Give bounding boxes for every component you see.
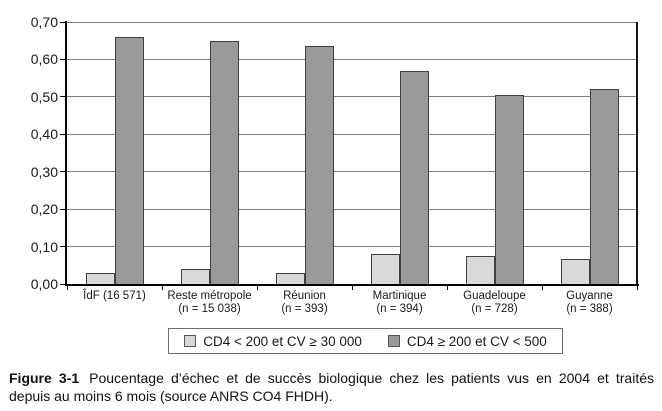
y-axis-tick [60, 246, 67, 248]
bar-light-1 [180, 269, 210, 284]
bar-dark-0 [114, 37, 144, 284]
figure-caption: Figure 3-1 Poucentage d’échec et de succè… [9, 369, 654, 405]
plot-right-border [636, 22, 638, 284]
legend-item-echec: CD4 < 200 et CV ≥ 30 000 [184, 334, 362, 349]
bar-dark-3 [399, 71, 429, 284]
x-axis-tick [162, 286, 163, 290]
legend-label-echec: CD4 < 200 et CV ≥ 30 000 [203, 333, 362, 349]
y-axis-label: 0,60 [30, 51, 58, 68]
y-axis-tick [60, 58, 67, 60]
bar-light-2 [275, 273, 305, 284]
legend-label-succes: CD4 ≥ 200 et CV < 500 [406, 333, 547, 349]
bar-dark-2 [304, 46, 334, 284]
y-axis-label: 0,30 [30, 163, 58, 180]
y-axis-label: 0,10 [30, 238, 58, 255]
category-label: ÎdF (16 571) [83, 290, 146, 302]
bar-dark-1 [209, 41, 239, 284]
y-axis-line [65, 21, 67, 284]
legend-swatch-light [184, 335, 197, 347]
bar-light-3 [370, 254, 400, 284]
y-axis-label: 0,70 [30, 14, 58, 30]
y-axis-label: 0,50 [30, 88, 58, 105]
category-label: Martinique (n = 394) [372, 290, 427, 315]
x-axis-line [65, 284, 639, 286]
chart-legend: CD4 < 200 et CV ≥ 30 000 CD4 ≥ 200 et CV… [168, 328, 563, 354]
y-axis-tick [60, 171, 67, 173]
x-axis-tick [257, 286, 258, 290]
bar-light-4 [465, 256, 495, 284]
gridline [67, 246, 637, 248]
gridline [67, 133, 637, 135]
legend-item-succes: CD4 ≥ 200 et CV < 500 [387, 333, 547, 349]
y-axis-tick [60, 21, 67, 23]
x-axis-tick [447, 286, 448, 290]
x-axis-tick [352, 286, 353, 290]
category-label: Guyanne (n = 388) [566, 290, 613, 315]
y-axis-label: 0,20 [30, 201, 58, 218]
x-axis-tick [637, 286, 638, 290]
bar-light-0 [85, 273, 115, 284]
category-label: Reste métropole (n = 15 038) [167, 290, 252, 315]
bar-dark-5 [589, 89, 619, 284]
x-axis-tick [542, 286, 543, 290]
gridline [67, 171, 637, 173]
y-axis-tick [60, 133, 67, 135]
gridline [67, 96, 637, 98]
category-label: Guadeloupe (n = 728) [463, 290, 526, 315]
gridline [67, 208, 637, 210]
y-axis-label: 0,40 [30, 126, 58, 143]
category-label: Réunion (n = 393) [281, 290, 328, 315]
y-axis-tick [60, 208, 67, 210]
figure-caption-label: Figure 3-1 [9, 370, 80, 386]
y-axis-tick [60, 283, 67, 285]
y-axis-label: 0,00 [30, 276, 58, 292]
bar-dark-4 [494, 95, 524, 284]
x-axis-tick [67, 286, 68, 290]
bar-light-5 [560, 259, 590, 284]
figure-caption-text: Poucentage d’échec et de succès biologiq… [9, 370, 654, 404]
gridline [67, 21, 637, 23]
gridline [67, 58, 637, 60]
y-axis-tick [60, 96, 67, 98]
legend-swatch-dark [387, 335, 400, 347]
